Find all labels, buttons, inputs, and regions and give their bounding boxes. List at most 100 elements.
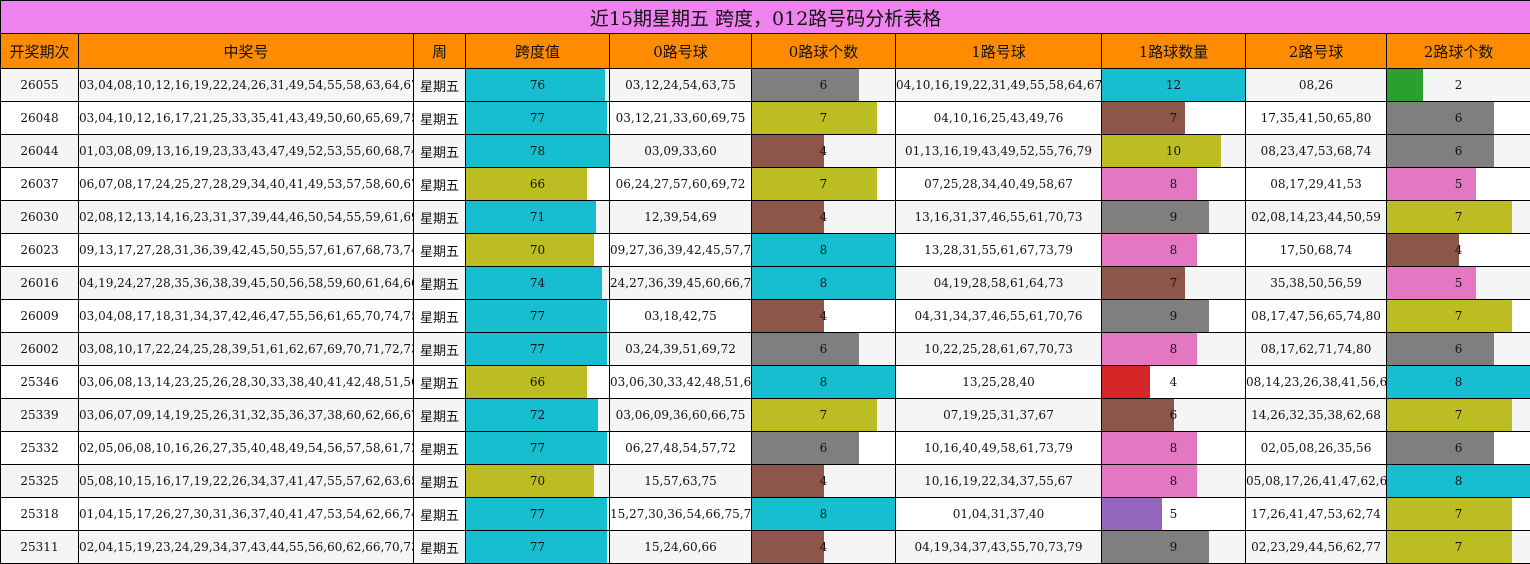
route0-count-cell: 4	[752, 300, 896, 333]
route2-count-cell: 7	[1387, 399, 1530, 432]
route0-balls-cell: 03,12,24,54,63,75	[610, 69, 752, 102]
route2-count-cell-value: 5	[1455, 177, 1463, 191]
route0-count-cell-value: 7	[820, 408, 828, 422]
span-cell-value: 77	[530, 309, 545, 323]
route1-count-cell-bar	[1102, 135, 1221, 167]
route2-count-cell: 7	[1387, 498, 1530, 531]
route1-count-cell-bar	[1102, 333, 1197, 365]
week-cell: 星期五	[414, 432, 466, 465]
route0-balls-cell: 09,27,36,39,42,45,57,75	[610, 234, 752, 267]
numbers-cell: 03,06,08,13,14,23,25,26,28,30,33,38,40,4…	[79, 366, 414, 399]
numbers-cell: 03,04,08,17,18,31,34,37,42,46,47,55,56,6…	[79, 300, 414, 333]
route1-count-cell-bar	[1102, 168, 1197, 200]
route1-balls-cell: 10,16,40,49,58,61,73,79	[896, 432, 1102, 465]
route2-balls-cell: 08,14,23,26,38,41,56,68	[1246, 366, 1387, 399]
route2-count-cell-value: 6	[1455, 111, 1463, 125]
route1-balls-cell: 04,31,34,37,46,55,61,70,76	[896, 300, 1102, 333]
span-cell: 77	[466, 531, 610, 564]
route1-count-cell-bar	[1102, 399, 1174, 431]
span-cell: 70	[466, 465, 610, 498]
route1-count-cell: 8	[1102, 234, 1246, 267]
route2-count-cell: 8	[1387, 366, 1530, 399]
route1-count-cell: 8	[1102, 168, 1246, 201]
route2-balls-cell: 08,17,47,56,65,74,80	[1246, 300, 1387, 333]
numbers-cell: 02,05,06,08,10,16,26,27,35,40,48,49,54,5…	[79, 432, 414, 465]
span-cell-value: 70	[530, 243, 545, 257]
table-title: 近15期星期五 跨度，012路号码分析表格	[1, 1, 1530, 34]
span-cell: 71	[466, 201, 610, 234]
route1-count-cell: 5	[1102, 498, 1246, 531]
route1-count-cell-value: 12	[1166, 78, 1181, 92]
route0-count-cell-bar	[752, 201, 824, 233]
week-cell: 星期五	[414, 498, 466, 531]
route2-balls-cell: 14,26,32,35,38,62,68	[1246, 399, 1387, 432]
route1-count-cell: 7	[1102, 102, 1246, 135]
route1-count-cell: 4	[1102, 366, 1246, 399]
span-cell: 77	[466, 432, 610, 465]
route2-count-cell: 5	[1387, 168, 1530, 201]
issue-cell: 26044	[1, 135, 79, 168]
route2-count-cell-bar	[1387, 102, 1494, 134]
route1-balls-cell: 01,04,31,37,40	[896, 498, 1102, 531]
route2-count-cell: 6	[1387, 333, 1530, 366]
span-cell: 70	[466, 234, 610, 267]
route2-balls-cell: 17,50,68,74	[1246, 234, 1387, 267]
route0-count-cell-bar	[752, 399, 877, 431]
route1-count-cell: 6	[1102, 399, 1246, 432]
route2-count-cell-value: 8	[1455, 375, 1463, 389]
route1-count-cell-bar	[1102, 531, 1209, 563]
week-cell: 星期五	[414, 465, 466, 498]
route1-balls-cell: 10,22,25,28,61,67,70,73	[896, 333, 1102, 366]
span-cell-value: 71	[530, 210, 545, 224]
route2-count-cell-value: 4	[1455, 243, 1463, 257]
route2-balls-cell: 08,26	[1246, 69, 1387, 102]
route0-count-cell: 8	[752, 267, 896, 300]
route0-count-cell-value: 4	[820, 210, 828, 224]
week-cell: 星期五	[414, 300, 466, 333]
route1-balls-cell: 04,19,34,37,43,55,70,73,79	[896, 531, 1102, 564]
route1-count-cell: 8	[1102, 333, 1246, 366]
numbers-cell: 01,04,15,17,26,27,30,31,36,37,40,41,47,5…	[79, 498, 414, 531]
route0-count-cell-value: 7	[820, 111, 828, 125]
route0-count-cell-value: 4	[820, 474, 828, 488]
route1-count-cell-bar	[1102, 300, 1209, 332]
route1-count-cell-value: 8	[1170, 342, 1178, 356]
route0-count-cell-bar	[752, 333, 859, 365]
route0-count-cell: 7	[752, 168, 896, 201]
numbers-cell: 03,06,07,09,14,19,25,26,31,32,35,36,37,3…	[79, 399, 414, 432]
week-cell: 星期五	[414, 531, 466, 564]
route2-count-cell-bar	[1387, 531, 1512, 563]
route1-balls-cell: 01,13,16,19,43,49,52,55,76,79	[896, 135, 1102, 168]
header-route1-count: 1路球数量	[1102, 34, 1246, 69]
route2-count-cell-value: 8	[1455, 474, 1463, 488]
route2-count-cell: 6	[1387, 102, 1530, 135]
span-cell: 77	[466, 498, 610, 531]
week-cell: 星期五	[414, 333, 466, 366]
route1-count-cell-value: 10	[1166, 144, 1181, 158]
route2-count-cell-value: 7	[1455, 408, 1463, 422]
route0-count-cell-value: 6	[820, 78, 828, 92]
span-cell-value: 77	[530, 441, 545, 455]
numbers-cell: 03,08,10,17,22,24,25,28,39,51,61,62,67,6…	[79, 333, 414, 366]
span-cell-value: 77	[530, 507, 545, 521]
route2-count-cell-bar	[1387, 399, 1512, 431]
route0-count-cell-bar	[752, 102, 877, 134]
route0-count-cell: 8	[752, 234, 896, 267]
span-cell-value: 76	[530, 78, 545, 92]
route2-balls-cell: 35,38,50,56,59	[1246, 267, 1387, 300]
issue-cell: 26002	[1, 333, 79, 366]
week-cell: 星期五	[414, 399, 466, 432]
header-week: 周	[414, 34, 466, 69]
route1-balls-cell: 10,16,19,22,34,37,55,67	[896, 465, 1102, 498]
route1-count-cell: 12	[1102, 69, 1246, 102]
span-cell: 76	[466, 69, 610, 102]
issue-cell: 25332	[1, 432, 79, 465]
route2-count-cell-value: 6	[1455, 144, 1463, 158]
numbers-cell: 06,07,08,17,24,25,27,28,29,34,40,41,49,5…	[79, 168, 414, 201]
